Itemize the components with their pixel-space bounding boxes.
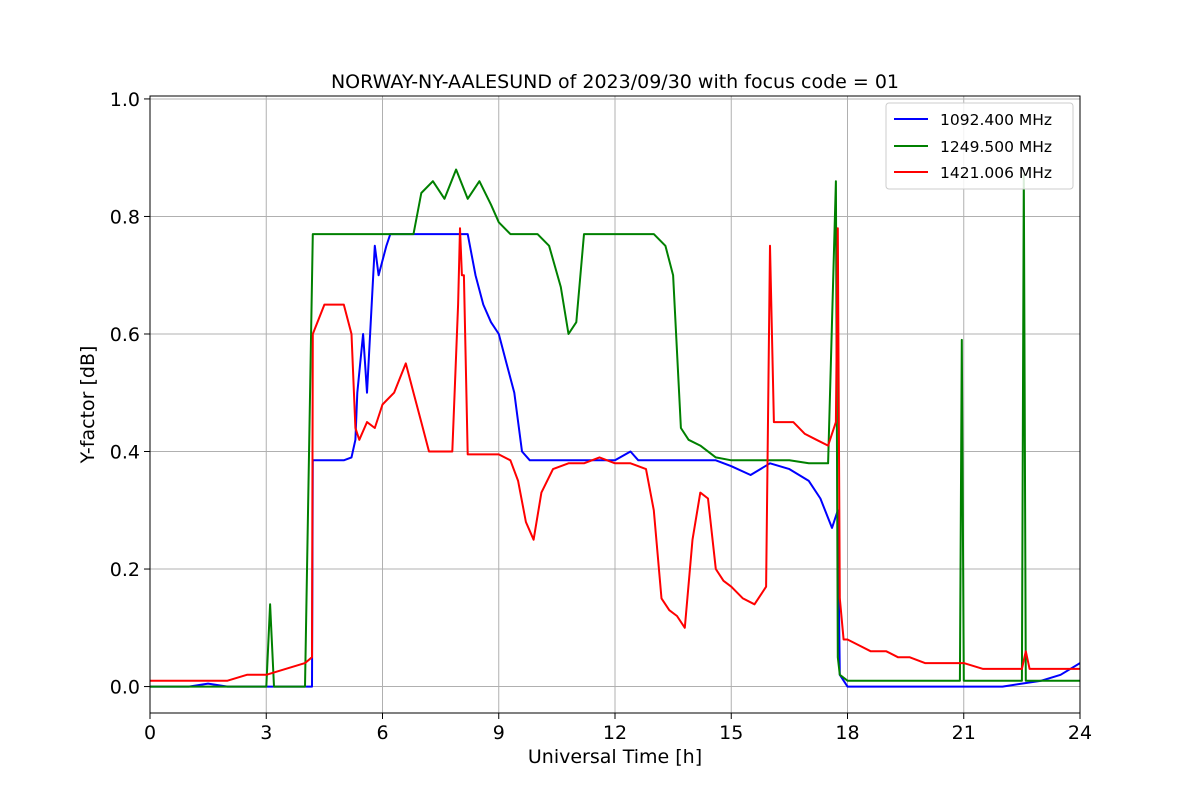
y-tick-label: 0.4 bbox=[110, 442, 140, 464]
y-tick-label: 1.0 bbox=[110, 89, 140, 111]
x-tick-label: 21 bbox=[952, 722, 976, 744]
ticks: 0 3 6 9 12 15 18 21 24 0.0 0.2 0.4 0.6 0.8 1.0 bbox=[110, 89, 1092, 744]
x-tick-label: 24 bbox=[1068, 722, 1092, 744]
x-tick-label: 15 bbox=[719, 722, 743, 744]
x-tick-label: 9 bbox=[493, 722, 505, 744]
y-tick-label: 0.8 bbox=[110, 206, 140, 228]
legend: 1092.400 MHz 1249.500 MHz 1421.006 MHz bbox=[885, 102, 1074, 190]
chart-title: NORWAY-NY-AALESUND of 2023/09/30 with fo… bbox=[331, 71, 899, 93]
x-axis-label: Universal Time [h] bbox=[528, 746, 702, 768]
series-line-1421 bbox=[150, 227, 1080, 682]
series-layer bbox=[150, 168, 1080, 688]
x-tick-label: 0 bbox=[144, 722, 156, 744]
x-tick-label: 18 bbox=[835, 722, 859, 744]
y-tick-label: 0.2 bbox=[110, 559, 140, 581]
legend-label-1249: 1249.500 MHz bbox=[940, 138, 1052, 156]
series-line-1249 bbox=[150, 168, 1080, 688]
x-tick-label: 6 bbox=[376, 722, 388, 744]
y-tick-label: 0.6 bbox=[110, 324, 140, 346]
x-tick-label: 12 bbox=[603, 722, 627, 744]
y-axis-label: Y-factor [dB] bbox=[77, 346, 99, 465]
x-tick-label: 3 bbox=[260, 722, 272, 744]
y-tick-label: 0.0 bbox=[110, 677, 140, 699]
series-line-1092 bbox=[150, 233, 1080, 688]
legend-box bbox=[885, 102, 1074, 190]
legend-label-1421: 1421.006 MHz bbox=[940, 164, 1052, 182]
legend-label-1092: 1092.400 MHz bbox=[940, 111, 1052, 129]
